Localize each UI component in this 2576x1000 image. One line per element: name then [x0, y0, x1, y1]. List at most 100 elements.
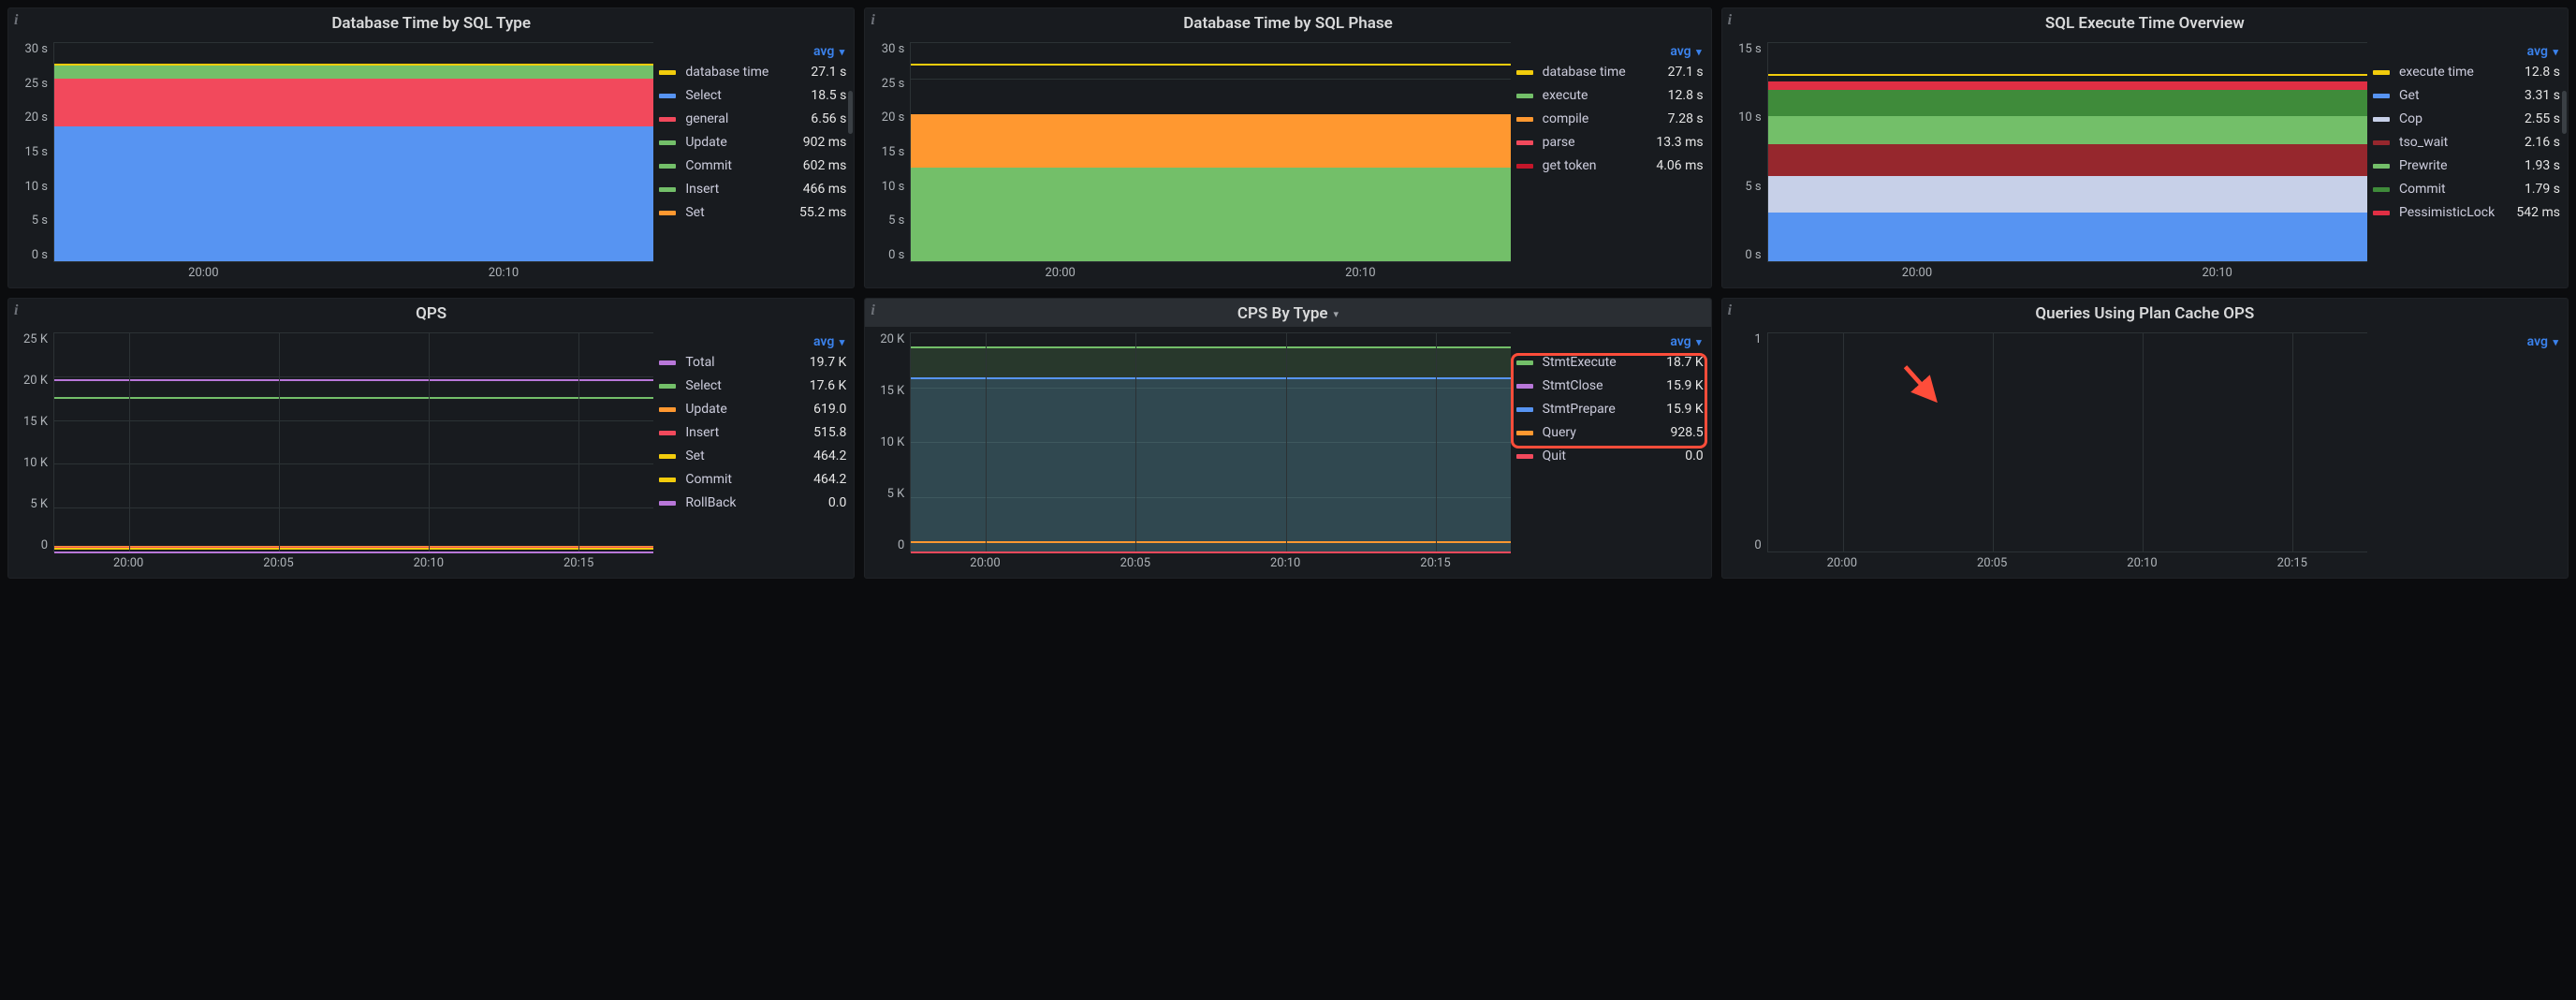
legend-label: Query: [1543, 425, 1661, 440]
y-tick: 0: [1730, 538, 1762, 552]
legend-label: StmtExecute: [1543, 355, 1657, 370]
y-tick: 5 s: [872, 213, 904, 228]
y-axis: 20 K15 K10 K5 K0: [872, 332, 910, 552]
panel-title-wrap[interactable]: QPS: [8, 299, 854, 327]
legend-item[interactable]: StmtClose15.9 K: [1516, 378, 1704, 393]
aggregation-selector[interactable]: avg ▾: [1668, 332, 1703, 355]
info-icon[interactable]: i: [871, 12, 874, 29]
legend-item[interactable]: get token4.06 ms: [1516, 158, 1704, 173]
legend-label: tso_wait: [2399, 135, 2515, 150]
x-tick: 20:15: [564, 556, 593, 570]
legend-item[interactable]: StmtExecute 18.7 K: [1516, 355, 1704, 370]
legend-item[interactable]: execute12.8 s: [1516, 88, 1704, 103]
info-icon[interactable]: i: [1728, 12, 1732, 29]
aggregation-selector[interactable]: avg ▾: [2525, 332, 2560, 355]
legend-value: 602 ms: [803, 158, 847, 173]
legend-swatch: [659, 478, 676, 482]
panel-title-wrap[interactable]: SQL Execute Time Overview: [1722, 8, 2568, 37]
panel-title-wrap[interactable]: Queries Using Plan Cache OPS: [1722, 299, 2568, 327]
legend-item[interactable]: Insert515.8: [659, 425, 846, 440]
legend-item[interactable]: Set55.2 ms: [659, 205, 846, 220]
y-tick: 25 s: [16, 77, 48, 91]
legend-item[interactable]: database time27.1 s: [1516, 65, 1704, 80]
legend-item[interactable]: Prewrite1.93 s: [2373, 158, 2560, 173]
x-axis: 20:0020:0520:1020:15: [872, 552, 1510, 570]
plot-area[interactable]: [910, 42, 1510, 262]
legend-swatch: [659, 360, 676, 365]
panel-title-wrap[interactable]: Database Time by SQL Type: [8, 8, 854, 37]
legend-item[interactable]: Commit 1.79 s: [2373, 182, 2560, 197]
legend-item[interactable]: Update902 ms: [659, 135, 846, 150]
legend-item[interactable]: tso_wait2.16 s: [2373, 135, 2560, 150]
legend-item[interactable]: PessimisticLock542 ms: [2373, 205, 2560, 220]
aggregation-selector[interactable]: avg ▾: [812, 332, 846, 355]
plot-area[interactable]: [1767, 42, 2367, 262]
legend-label: compile: [1543, 111, 1659, 126]
panel-title: Database Time by SQL Type: [331, 14, 531, 33]
legend: avg ▾database time27.1 s Select18.5 s gene…: [659, 42, 846, 280]
panel-title-wrap[interactable]: CPS By Type▾: [865, 299, 1710, 327]
legend-item[interactable]: Set464.2: [659, 449, 846, 463]
x-tick: 20:10: [414, 556, 444, 570]
x-axis: 20:0020:10: [16, 262, 653, 280]
legend-value: 18.7 K: [1666, 355, 1704, 370]
legend-item[interactable]: Commit602 ms: [659, 158, 846, 173]
legend-value: 12.8 s: [2525, 65, 2560, 80]
x-tick: 20:05: [1977, 556, 2007, 570]
legend-item[interactable]: Query928.5: [1516, 425, 1704, 440]
plot-area[interactable]: [910, 332, 1510, 552]
series-layer: [1768, 213, 2367, 261]
series-layer: [911, 168, 1510, 261]
legend-item[interactable]: Insert 466 ms: [659, 182, 846, 197]
y-tick: 20 K: [872, 332, 904, 346]
info-icon[interactable]: i: [14, 302, 18, 319]
legend-item[interactable]: Get3.31 s: [2373, 88, 2560, 103]
legend-item[interactable]: execute time12.8 s: [2373, 65, 2560, 80]
panel-title: Queries Using Plan Cache OPS: [2035, 304, 2254, 323]
legend-swatch: [2373, 187, 2390, 192]
scrollbar-thumb[interactable]: [848, 91, 853, 134]
chart: 15 s10 s5 s0 s20:0020:10: [1730, 42, 2367, 280]
legend-item[interactable]: general6.56 s: [659, 111, 846, 126]
legend-item[interactable]: Total19.7 K: [659, 355, 846, 370]
panel-cps_by_type: iCPS By Type▾ 20 K15 K10 K5 K020:0020:052…: [864, 298, 1711, 579]
legend-swatch: [1516, 140, 1533, 145]
y-tick: 5 K: [16, 497, 48, 511]
legend-item[interactable]: database time27.1 s: [659, 65, 846, 80]
legend-label: Commit: [2399, 182, 2515, 197]
y-tick: 0 s: [872, 248, 904, 262]
legend-item[interactable]: Commit464.2: [659, 472, 846, 487]
legend-item[interactable]: parse13.3 ms: [1516, 135, 1704, 150]
series-line: [911, 551, 1510, 553]
legend-label: Total: [685, 355, 799, 370]
info-icon[interactable]: i: [1728, 302, 1732, 319]
plot-area[interactable]: [53, 42, 653, 262]
legend-value: 7.28 s: [1668, 111, 1704, 126]
legend-swatch: [659, 431, 676, 435]
legend-label: get token: [1543, 158, 1647, 173]
legend-swatch: [659, 164, 676, 169]
legend-item[interactable]: Quit0.0: [1516, 449, 1704, 463]
legend-item[interactable]: Update619.0: [659, 402, 846, 417]
plot-area[interactable]: [1767, 332, 2367, 552]
legend-value: 466 ms: [803, 182, 847, 197]
info-icon[interactable]: i: [871, 302, 874, 319]
legend-label: Insert: [685, 182, 793, 197]
legend-item[interactable]: Select18.5 s: [659, 88, 846, 103]
aggregation-selector[interactable]: avg ▾: [1668, 42, 1703, 65]
legend-item[interactable]: StmtPrepare15.9 K: [1516, 402, 1704, 417]
legend-item[interactable]: RollBack0.0: [659, 495, 846, 510]
legend-swatch: [1516, 117, 1533, 122]
legend-item[interactable]: Cop2.55 s: [2373, 111, 2560, 126]
legend-value: 1.79 s: [2525, 182, 2560, 197]
legend-item[interactable]: compile 7.28 s: [1516, 111, 1704, 126]
legend-item[interactable]: Select17.6 K: [659, 378, 846, 393]
legend-label: Select: [685, 378, 799, 393]
panel-title-wrap[interactable]: Database Time by SQL Phase: [865, 8, 1710, 37]
plot-area[interactable]: [53, 332, 653, 552]
aggregation-selector[interactable]: avg ▾: [812, 42, 846, 65]
y-tick: 30 s: [16, 42, 48, 56]
aggregation-selector[interactable]: avg ▾: [2525, 42, 2560, 65]
info-icon[interactable]: i: [14, 12, 18, 29]
scrollbar-thumb[interactable]: [2562, 91, 2567, 134]
